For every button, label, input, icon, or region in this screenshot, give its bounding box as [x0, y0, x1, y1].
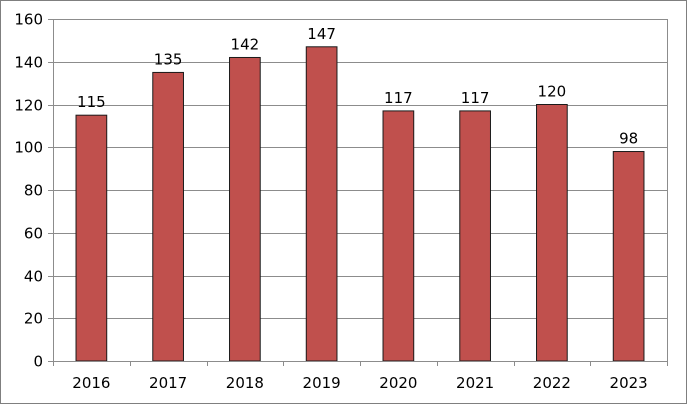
data-label-2021: 117	[461, 89, 490, 107]
data-label-2018: 142	[231, 35, 260, 53]
bar-2021	[459, 110, 491, 362]
labels: 0 20 40 60 80 100 120 140 160 115 2016 135 2017 142 20…	[14, 11, 647, 393]
x-tick-label-2019: 2019	[303, 374, 341, 392]
data-label-2020: 117	[384, 89, 413, 107]
data-label-2023: 98	[619, 130, 638, 148]
y-tick-label: 140	[14, 54, 43, 72]
bars	[75, 46, 645, 362]
x-tick-label-2021: 2021	[456, 374, 494, 392]
x-tick-label-2018: 2018	[226, 374, 264, 392]
x-tick-label-2020: 2020	[379, 374, 417, 392]
axes	[48, 19, 668, 366]
y-tick-label: 60	[24, 225, 43, 243]
data-label-2017: 135	[154, 50, 183, 68]
x-tick-label-2017: 2017	[149, 374, 187, 392]
data-label-2022: 120	[538, 83, 567, 101]
bar-2017	[152, 71, 184, 362]
x-tick-label-2023: 2023	[610, 374, 648, 392]
x-tick-label-2022: 2022	[533, 374, 571, 392]
x-tick-label-2016: 2016	[72, 374, 110, 392]
bar-2016	[75, 114, 108, 362]
data-label-2019: 147	[307, 25, 336, 43]
bar-2023	[612, 151, 645, 362]
y-tick-label: 80	[24, 182, 43, 200]
gridlines	[53, 19, 668, 361]
y-tick-label: 20	[24, 310, 43, 328]
y-tick-label: 100	[14, 139, 43, 157]
bar-2019	[305, 46, 338, 362]
bar-2018	[229, 56, 261, 362]
y-tick-label: 160	[14, 11, 43, 29]
y-tick-label: 40	[24, 268, 43, 286]
y-tick-label: 120	[14, 97, 43, 115]
y-tick-label: 0	[33, 353, 43, 371]
bar-2022	[536, 104, 568, 362]
bar-2020	[382, 110, 415, 362]
data-label-2016: 115	[77, 93, 106, 111]
